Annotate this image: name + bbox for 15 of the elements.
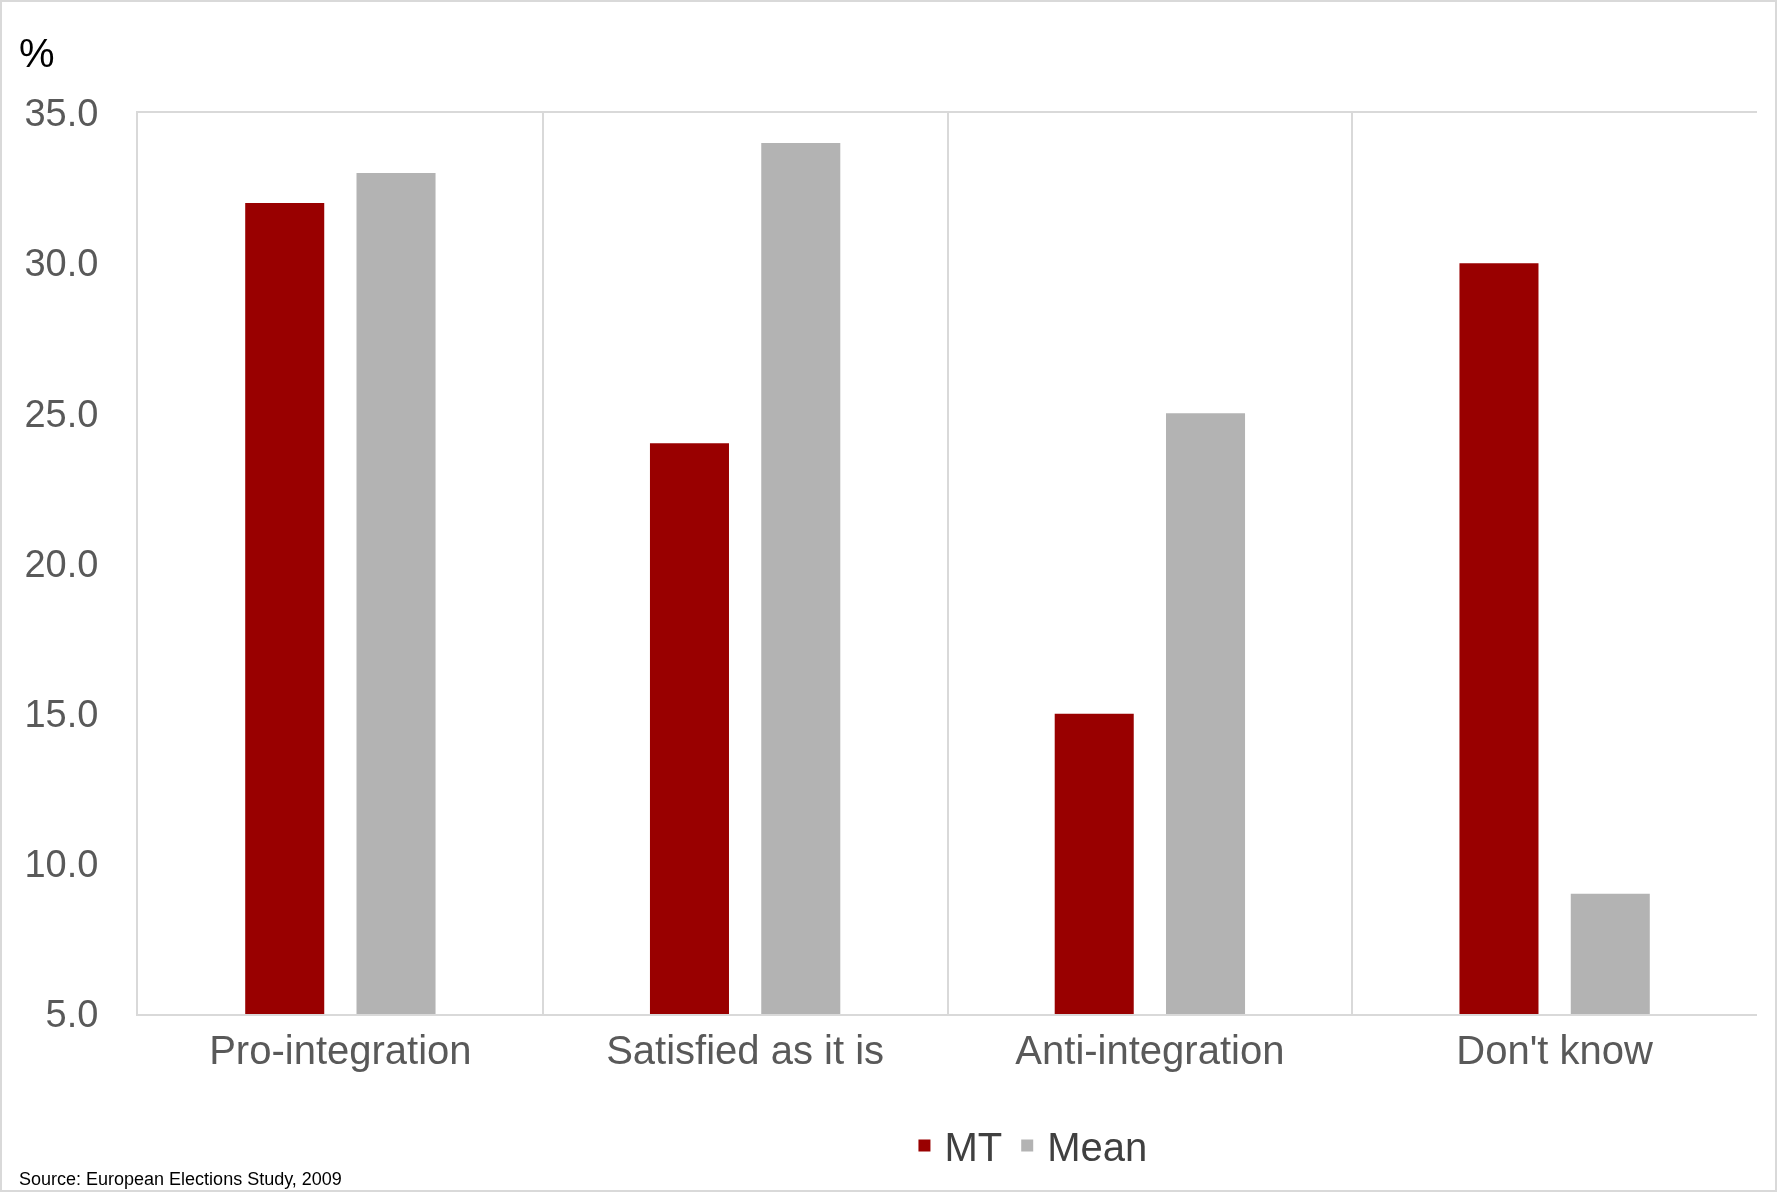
y-tick-label: 30.0 xyxy=(24,242,99,285)
y-tick-label: 5.0 xyxy=(45,993,99,1036)
x-tick-label: Don't know xyxy=(1456,1028,1654,1072)
source-note: Source: European Elections Study, 2009 xyxy=(19,1169,342,1189)
y-tick-label: 10.0 xyxy=(24,843,99,886)
legend-label: MT xyxy=(944,1125,1003,1170)
y-tick-label: 20.0 xyxy=(24,542,99,585)
y-tick-label: 15.0 xyxy=(24,692,99,735)
y-tick-label: 25.0 xyxy=(24,392,99,435)
y-tick-label: 35.0 xyxy=(24,92,99,135)
x-tick-label: Pro-integration xyxy=(209,1028,472,1072)
legend-label: Mean xyxy=(1047,1125,1148,1170)
x-tick-label: Anti-integration xyxy=(1015,1028,1285,1072)
y-axis-title: % xyxy=(19,31,55,75)
x-tick-label: Satisfied as it is xyxy=(606,1028,885,1072)
